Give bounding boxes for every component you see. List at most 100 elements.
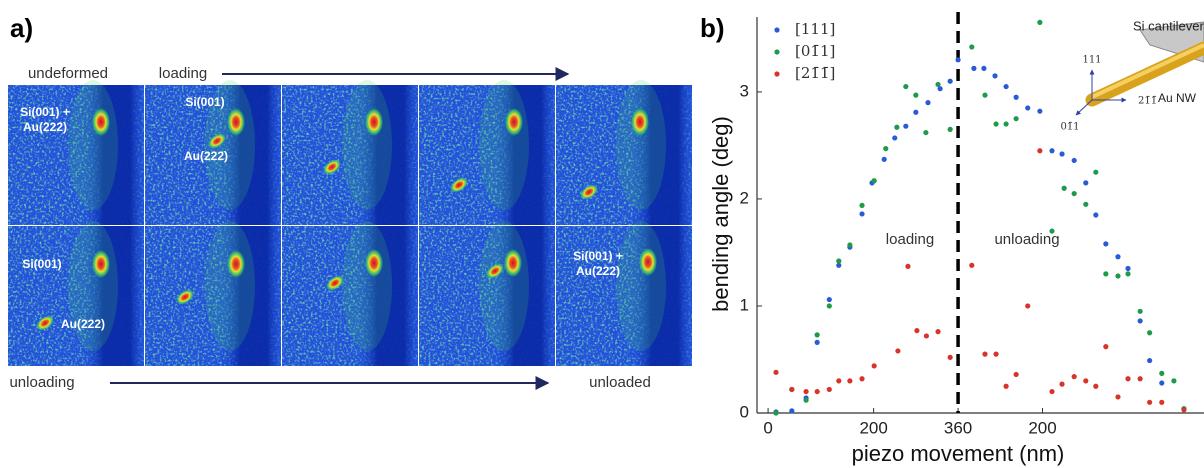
point xyxy=(993,351,999,357)
point xyxy=(1003,121,1009,127)
point xyxy=(982,92,988,98)
y-tick-label: 2 xyxy=(740,188,749,207)
au-peak xyxy=(580,184,598,200)
point xyxy=(1137,318,1143,324)
dark-band xyxy=(8,85,144,225)
image-label: Si(001) + xyxy=(573,249,623,263)
legend-marker xyxy=(774,71,780,77)
stage-label: undeformed xyxy=(28,65,108,82)
legend-label: [01̄1] xyxy=(795,42,835,60)
dark-band xyxy=(145,226,281,366)
point xyxy=(1013,94,1019,100)
point xyxy=(836,262,842,268)
point xyxy=(803,397,809,403)
point xyxy=(1083,378,1089,384)
point xyxy=(1147,399,1153,405)
x-tick-label: 200 xyxy=(1028,418,1056,437)
point xyxy=(895,348,901,354)
point xyxy=(1025,303,1031,309)
glow xyxy=(342,221,392,351)
nanowire xyxy=(1085,41,1204,107)
point xyxy=(1093,169,1099,175)
point xyxy=(969,44,975,50)
annotation: unloading xyxy=(994,231,1059,248)
image-label: Si(001) xyxy=(185,95,224,109)
point xyxy=(847,378,853,384)
image-label: Au(222) xyxy=(23,120,67,134)
y-axis-label: bending angle (deg) xyxy=(708,116,733,312)
point xyxy=(1003,83,1009,90)
point xyxy=(1147,357,1153,364)
au-peak xyxy=(208,133,226,149)
point xyxy=(955,57,961,63)
legend-label: [111] xyxy=(795,20,835,38)
stage-label: unloaded xyxy=(589,374,651,391)
panel-label: b) xyxy=(700,13,725,43)
point xyxy=(1049,388,1055,395)
au-peak xyxy=(176,289,194,305)
point xyxy=(905,263,911,269)
point xyxy=(913,109,919,115)
point xyxy=(1171,378,1177,384)
point xyxy=(982,351,988,357)
inset-label: Au NW xyxy=(1158,91,1197,105)
panel-label: a) xyxy=(10,13,33,43)
point xyxy=(937,86,943,92)
x-axis-label: piezo movement (nm) xyxy=(852,441,1065,466)
glow xyxy=(479,80,529,210)
si-peak xyxy=(365,249,383,277)
point xyxy=(1125,265,1131,272)
glow xyxy=(479,221,529,351)
dark-band xyxy=(282,85,418,225)
point xyxy=(871,363,877,369)
point xyxy=(814,339,820,345)
point xyxy=(1125,376,1131,382)
dark-band xyxy=(8,226,144,366)
point xyxy=(903,123,909,129)
au-peak xyxy=(326,275,344,291)
glow xyxy=(342,80,392,210)
annotation: loading xyxy=(886,231,934,248)
point xyxy=(1103,241,1109,247)
point xyxy=(1093,383,1099,389)
si-peak xyxy=(365,108,383,136)
point xyxy=(1181,407,1187,413)
y-tick-label: 3 xyxy=(740,81,749,100)
series xyxy=(773,148,1187,413)
point xyxy=(1059,151,1065,157)
point xyxy=(1159,370,1165,376)
point xyxy=(847,242,853,248)
point xyxy=(859,211,865,217)
point xyxy=(1071,190,1077,197)
point xyxy=(1083,201,1089,207)
point xyxy=(914,327,920,334)
point xyxy=(1137,376,1143,382)
point xyxy=(947,126,953,132)
point xyxy=(836,378,842,384)
glow xyxy=(68,221,118,351)
point xyxy=(1103,344,1109,350)
x-tick-label: 200 xyxy=(859,418,887,437)
point xyxy=(903,83,909,90)
point xyxy=(826,296,832,303)
glow xyxy=(616,221,666,351)
point xyxy=(871,178,877,184)
x-tick-label: 0 xyxy=(763,418,772,437)
legend-marker xyxy=(774,49,780,55)
image-label: Au(222) xyxy=(61,317,105,331)
stage-label: loading xyxy=(159,65,207,82)
point xyxy=(803,388,809,395)
point xyxy=(1013,116,1019,122)
au-peak xyxy=(486,263,504,279)
glow xyxy=(616,80,666,210)
point xyxy=(892,135,898,141)
au-peak xyxy=(36,315,54,331)
point xyxy=(881,156,887,162)
point xyxy=(789,386,795,393)
point xyxy=(1059,381,1065,387)
point xyxy=(925,100,931,106)
point xyxy=(981,65,987,71)
y-tick-label: 1 xyxy=(740,295,749,314)
point xyxy=(1093,212,1099,218)
